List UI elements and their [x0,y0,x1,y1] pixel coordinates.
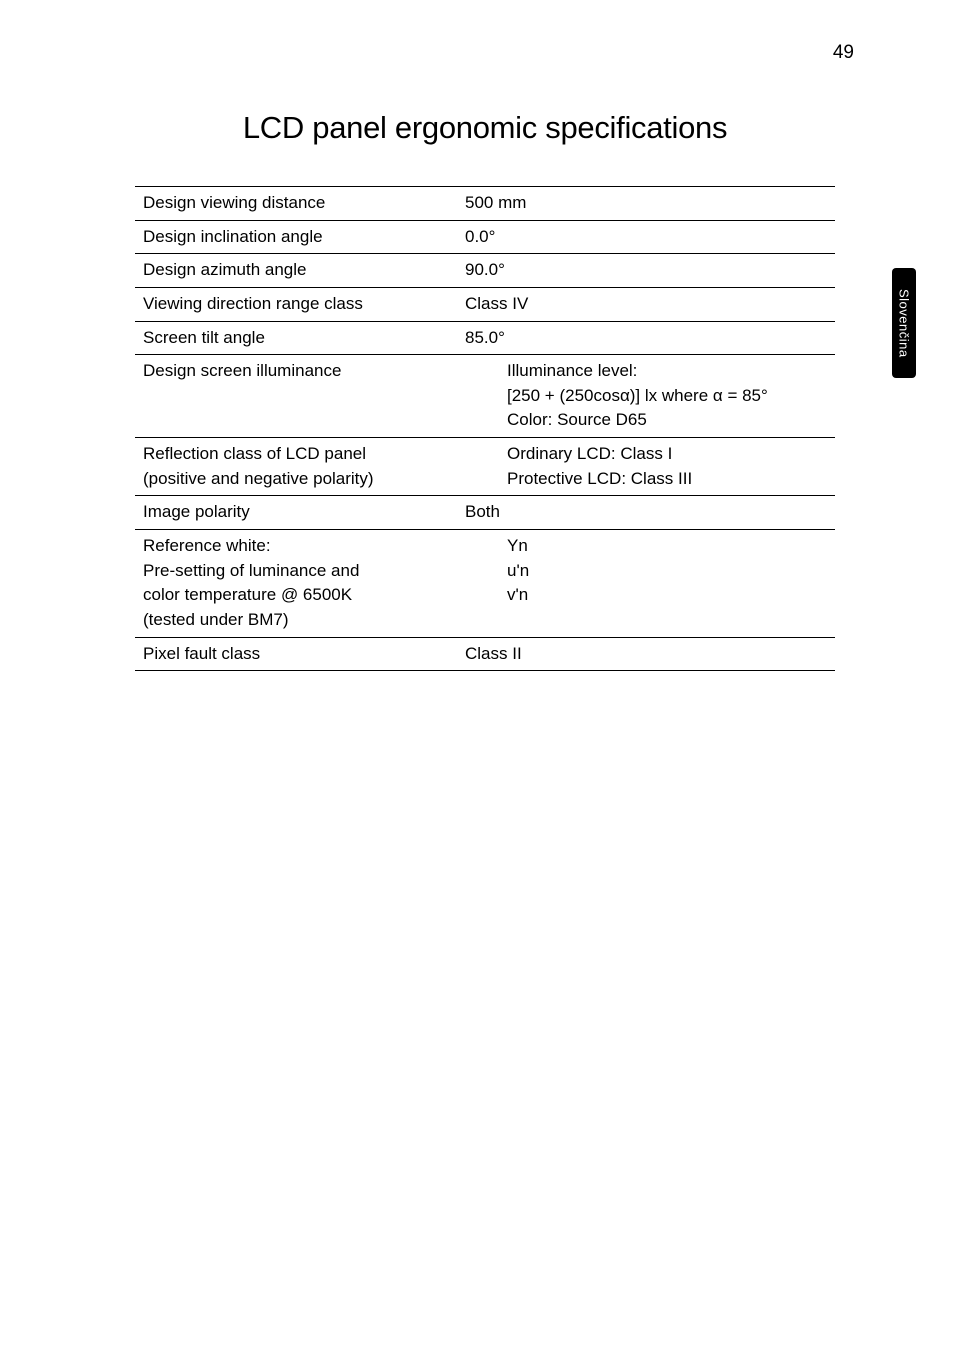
spec-value: Yn u'n v'n [457,530,835,638]
spec-value-line: [250 + (250cosα)] lx where α = 85° [507,384,831,409]
spec-value: 0.0° [457,220,835,254]
spec-value: Ordinary LCD: Class I Protective LCD: Cl… [457,438,835,496]
table-row: Pixel fault class Class II [135,637,835,671]
spec-label-line: Pre-setting of luminance and [143,559,453,584]
spec-label: Design azimuth angle [135,254,457,288]
spec-value-line: Yn [507,534,831,559]
spec-value: Class II [457,637,835,671]
table-row: Design inclination angle 0.0° [135,220,835,254]
spec-label-line: (positive and negative polarity) [143,467,453,492]
spec-label: Reference white: Pre-setting of luminanc… [135,530,457,638]
content-area: LCD panel ergonomic specifications Desig… [135,110,835,671]
page-number: 49 [833,42,854,64]
page-title: LCD panel ergonomic specifications [135,110,835,146]
spec-label-line: color temperature @ 6500K [143,583,453,608]
spec-value-line: Protective LCD: Class III [507,467,831,492]
spec-table: Design viewing distance 500 mm Design in… [135,186,835,671]
spec-label-line: Reflection class of LCD panel [143,442,453,467]
spec-value: 90.0° [457,254,835,288]
spec-label: Design viewing distance [135,187,457,221]
spec-label: Screen tilt angle [135,321,457,355]
spec-value: 85.0° [457,321,835,355]
table-row: Viewing direction range class Class IV [135,287,835,321]
spec-label-line: (tested under BM7) [143,608,453,633]
spec-value-line: v'n [507,583,831,608]
table-row: Design screen illuminance Illuminance le… [135,355,835,438]
table-row: Reflection class of LCD panel (positive … [135,438,835,496]
spec-label: Image polarity [135,496,457,530]
spec-label: Pixel fault class [135,637,457,671]
spec-value-line: Illuminance level: [507,359,831,384]
table-row: Screen tilt angle 85.0° [135,321,835,355]
spec-value: 500 mm [457,187,835,221]
spec-value-line: Color: Source D65 [507,408,831,433]
spec-label: Reflection class of LCD panel (positive … [135,438,457,496]
spec-value: Both [457,496,835,530]
table-row: Reference white: Pre-setting of luminanc… [135,530,835,638]
table-row: Design viewing distance 500 mm [135,187,835,221]
spec-label-line: Reference white: [143,534,453,559]
table-row: Image polarity Both [135,496,835,530]
spec-value-line: u'n [507,559,831,584]
spec-label: Viewing direction range class [135,287,457,321]
table-row: Design azimuth angle 90.0° [135,254,835,288]
side-tab-language: Slovenčina [892,268,916,378]
spec-value: Class IV [457,287,835,321]
spec-label: Design inclination angle [135,220,457,254]
spec-label: Design screen illuminance [135,355,457,438]
spec-value-line: Ordinary LCD: Class I [507,442,831,467]
spec-value: Illuminance level: [250 + (250cosα)] lx … [457,355,835,438]
